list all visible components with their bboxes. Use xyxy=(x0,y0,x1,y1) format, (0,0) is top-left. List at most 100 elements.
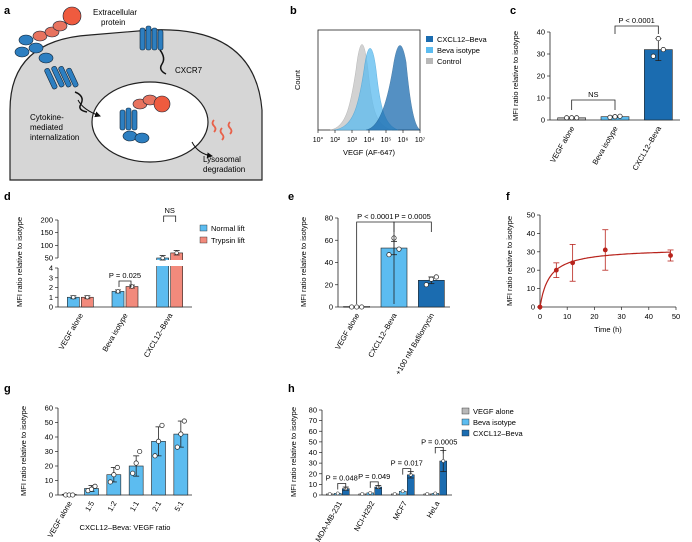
c-data-point xyxy=(564,115,570,121)
e-category-label: CXCL12–Beva xyxy=(366,311,399,359)
d-legend-label: Normal lift xyxy=(211,224,246,233)
c-data-point xyxy=(655,36,661,42)
g-ytick-label: 60 xyxy=(45,404,53,413)
e-ytick-label: 0 xyxy=(329,303,333,312)
panel-b: b Count 10° 10² 10³ 10⁴ 10⁵ 10⁶ 10⁷ VEGF (AF-6… xyxy=(290,5,487,157)
d-significance-bracket xyxy=(118,280,132,287)
f-xtick-label: 0 xyxy=(538,312,542,321)
d-bar xyxy=(125,286,139,308)
d-data-point xyxy=(174,250,179,256)
degraded-fragments xyxy=(211,119,233,141)
h-data-point xyxy=(433,491,438,496)
d-ytick-label: 50 xyxy=(45,254,53,263)
h-ytick-label: 70 xyxy=(309,416,317,425)
b-xtick-label: 10⁷ xyxy=(415,137,426,144)
endosome xyxy=(91,81,209,163)
internalized-complex xyxy=(119,94,171,144)
c-data-point xyxy=(612,114,618,120)
h-category-label: NCI-H292 xyxy=(352,500,376,533)
h-significance-label: P = 0.017 xyxy=(391,459,423,468)
c-data-point xyxy=(617,113,623,119)
d-ytick-label: 0 xyxy=(49,303,53,312)
panel-letter-c: c xyxy=(510,5,516,17)
d-category-label: CXCL12–Beva xyxy=(142,311,175,359)
e-data-point xyxy=(423,282,429,288)
d-ytick-label: 2 xyxy=(49,283,53,292)
d-ylabel: MFI ratio relative to isotype xyxy=(15,217,24,307)
g-data-point xyxy=(152,453,158,459)
d-significance-label: NS xyxy=(164,206,174,215)
h-ytick-label: 30 xyxy=(309,459,317,468)
h-category-label: HeLa xyxy=(425,499,442,520)
d-ytick-label: 200 xyxy=(40,216,53,225)
label-lysosomal-1: Lysosomal xyxy=(203,155,241,164)
g-category-label: 1:1 xyxy=(128,500,141,514)
g-data-point xyxy=(92,483,98,489)
label-extracellular-2: protein xyxy=(101,18,125,27)
f-ytick-label: 10 xyxy=(527,284,535,293)
panel-letter-a: a xyxy=(4,5,11,17)
f-data-point xyxy=(602,247,608,253)
h-legend-label: VEGF alone xyxy=(473,407,514,416)
panel-letter-e: e xyxy=(288,191,294,203)
f-data-point xyxy=(570,260,576,266)
d-bar xyxy=(111,291,125,308)
b-xtick-label: 10° xyxy=(313,136,324,144)
h-legend-label: Beva isotype xyxy=(473,418,516,427)
h-significance-label: P = 0.0005 xyxy=(421,437,457,446)
g-ytick-label: 0 xyxy=(49,491,53,500)
panel-letter-h: h xyxy=(288,383,295,395)
d-ytick-label: 1 xyxy=(49,293,53,302)
h-ytick-label: 80 xyxy=(309,406,317,415)
c-data-point xyxy=(650,53,656,59)
g-data-point xyxy=(88,486,95,492)
e-category-label: +100 nM Bafilomycin xyxy=(393,312,436,377)
c-data-point xyxy=(607,114,613,120)
e-ytick-label: 40 xyxy=(325,258,333,267)
d-legend-swatch xyxy=(199,224,208,232)
g-ytick-label: 30 xyxy=(45,447,53,456)
h-significance-bracket xyxy=(402,468,412,475)
g-data-point xyxy=(137,448,143,455)
h-ytick-label: 10 xyxy=(309,480,317,489)
chart-panel-c: 0 10 20 30 40 VEGF alone Beva isotype CXCL12–Be… xyxy=(511,16,680,172)
h-ylabel: MFI ratio relative to isotype xyxy=(289,407,298,497)
panel-letter-b: b xyxy=(290,5,297,17)
g-category-label: 1:2 xyxy=(106,500,119,514)
g-ytick-label: 10 xyxy=(45,476,53,485)
c-significance-bracket xyxy=(614,25,659,34)
cxcr7-receptor-top xyxy=(139,25,167,75)
h-data-point xyxy=(425,492,430,496)
cxcr7-receptor-left xyxy=(44,66,88,113)
e-data-point xyxy=(359,304,365,310)
h-legend-label: CXCL12–Beva xyxy=(473,429,523,438)
label-internalization-1: Cytokine- xyxy=(30,113,64,122)
g-data-point xyxy=(159,422,165,428)
h-significance-label: P = 0.048 xyxy=(326,474,358,483)
e-data-point xyxy=(433,274,439,280)
panel-a: a xyxy=(4,5,263,181)
d-legend-swatch xyxy=(199,236,208,244)
c-significance-label: NS xyxy=(588,90,598,99)
c-data-point xyxy=(660,47,666,53)
g-data-point xyxy=(130,470,136,476)
label-internalization-2: mediated xyxy=(30,123,63,132)
f-xtick-label: 20 xyxy=(590,312,598,321)
b-xlabel: VEGF (AF-647) xyxy=(343,148,396,157)
label-extracellular-1: Extracellular xyxy=(93,8,137,17)
h-data-point xyxy=(360,492,365,496)
e-ytick-label: 20 xyxy=(325,280,333,289)
e-data-point xyxy=(349,304,355,310)
h-data-point xyxy=(392,492,397,496)
c-data-point xyxy=(569,115,575,121)
b-ylabel: Count xyxy=(293,69,302,90)
f-xtick-label: 30 xyxy=(617,312,625,321)
d-data-point xyxy=(160,255,165,261)
h-data-point xyxy=(335,491,340,496)
g-ytick-label: 50 xyxy=(45,418,53,427)
d-ytick-label: 3 xyxy=(49,273,53,282)
e-ytick-label: 80 xyxy=(325,214,333,223)
f-xlabel: Time (h) xyxy=(594,325,622,334)
f-ytick-label: 50 xyxy=(527,211,535,220)
